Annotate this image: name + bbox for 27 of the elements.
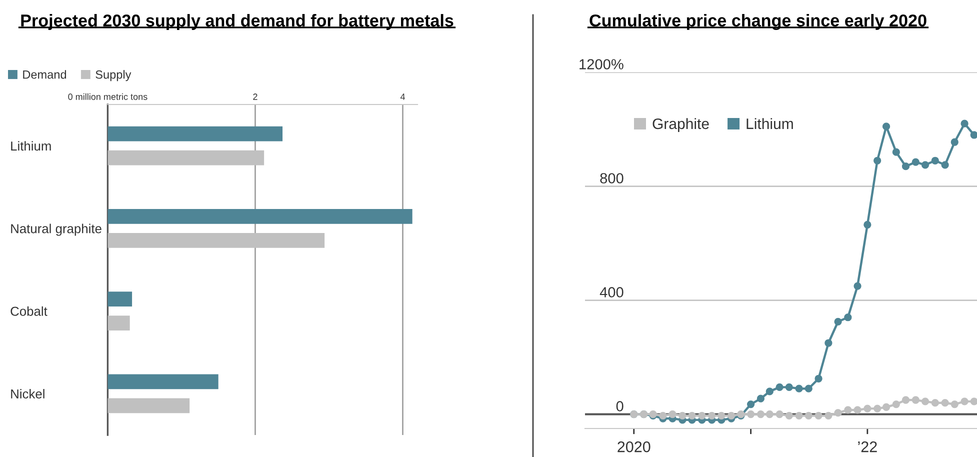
bar: [108, 316, 130, 330]
y-tick-label: Cobalt: [10, 306, 48, 316]
y-tick-label: 400: [600, 287, 624, 298]
bar: [108, 150, 264, 166]
x-tick-label: 4: [400, 94, 405, 100]
y-tick-label: Lithium: [11, 141, 51, 151]
bar: [108, 232, 325, 248]
x-tick-label: 0 million metric tons: [68, 93, 148, 100]
x-tick-label: ’22: [858, 441, 877, 452]
bar: [108, 374, 218, 390]
bar: [108, 292, 132, 307]
y-tick-label: Nickel: [11, 389, 44, 398]
chart-title: Cumulative price change since early 2020: [590, 14, 926, 30]
bar: [108, 209, 412, 224]
x-tick-label: 2: [253, 94, 258, 100]
legend-label: Demand: [23, 70, 66, 79]
y-tick-label: 800: [600, 173, 624, 184]
bar: [108, 126, 283, 142]
legend-label: Supply: [96, 70, 132, 82]
y-tick-label: 0: [616, 401, 624, 412]
y-tick-label: Natural graphite: [11, 224, 102, 236]
bar: [108, 398, 190, 414]
legend-label: Lithium: [746, 118, 793, 130]
x-tick-label: 2020: [618, 441, 650, 452]
y-tick-label: 1200%: [580, 59, 624, 70]
chart-title: Projected 2030 supply and demand for battery metals: [21, 14, 454, 30]
legend-label: Graphite: [652, 118, 709, 132]
